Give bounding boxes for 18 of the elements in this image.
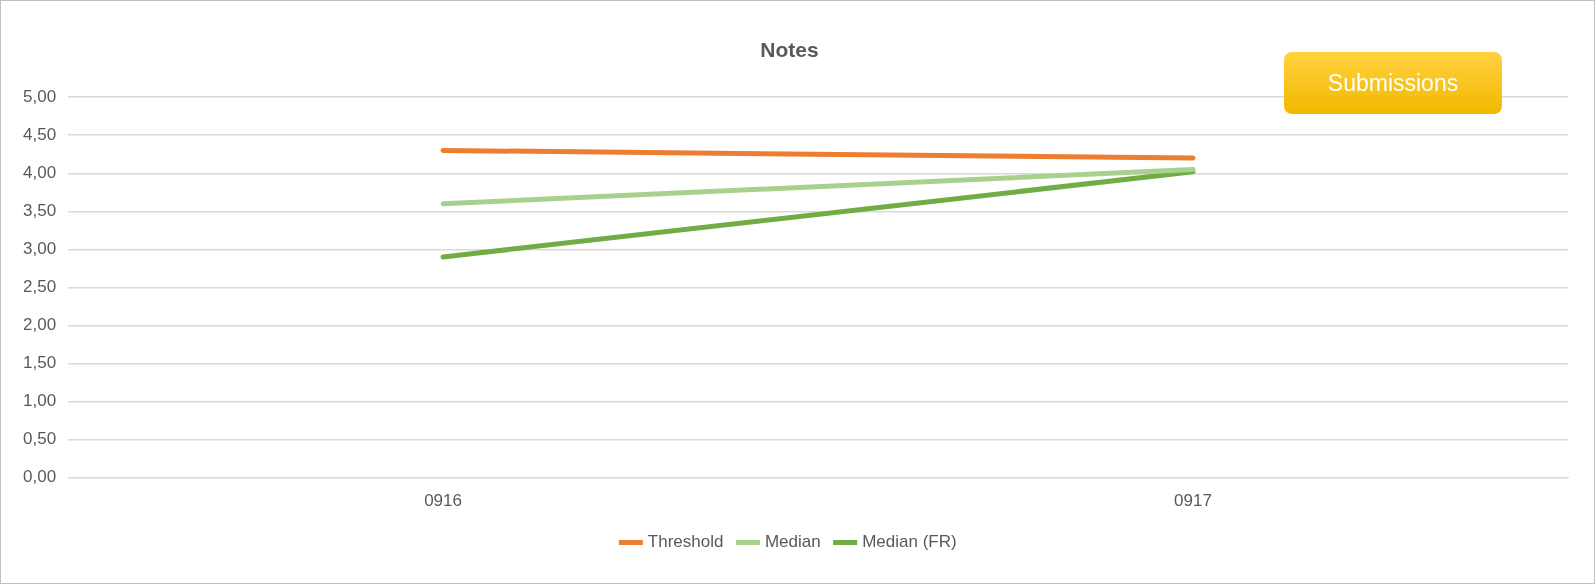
y-tick-label: 2,00: [22, 315, 57, 335]
y-tick-label: 5,00: [22, 86, 57, 106]
legend-label: Median: [764, 532, 821, 552]
legend-label: Median (FR): [862, 532, 957, 552]
y-tick-label: 2,50: [22, 277, 57, 297]
button: Submissions: [1284, 52, 1502, 114]
y-tick-label: 0,00: [22, 467, 57, 487]
chart-title: Notes: [760, 38, 819, 62]
y-tick-label: 0,50: [22, 429, 57, 449]
y-tick-label: 3,00: [22, 239, 57, 259]
y-tick-label: 4,50: [22, 124, 57, 144]
y-tick-label: 4,00: [22, 162, 57, 182]
y-tick-label: 1,50: [22, 353, 57, 373]
y-tick-label: 3,50: [22, 201, 57, 221]
legend-label: Threshold: [647, 532, 724, 552]
x-tick-label: 0917: [1174, 491, 1212, 511]
x-tick-label: 0916: [424, 491, 462, 511]
y-tick-label: 1,00: [22, 391, 57, 411]
